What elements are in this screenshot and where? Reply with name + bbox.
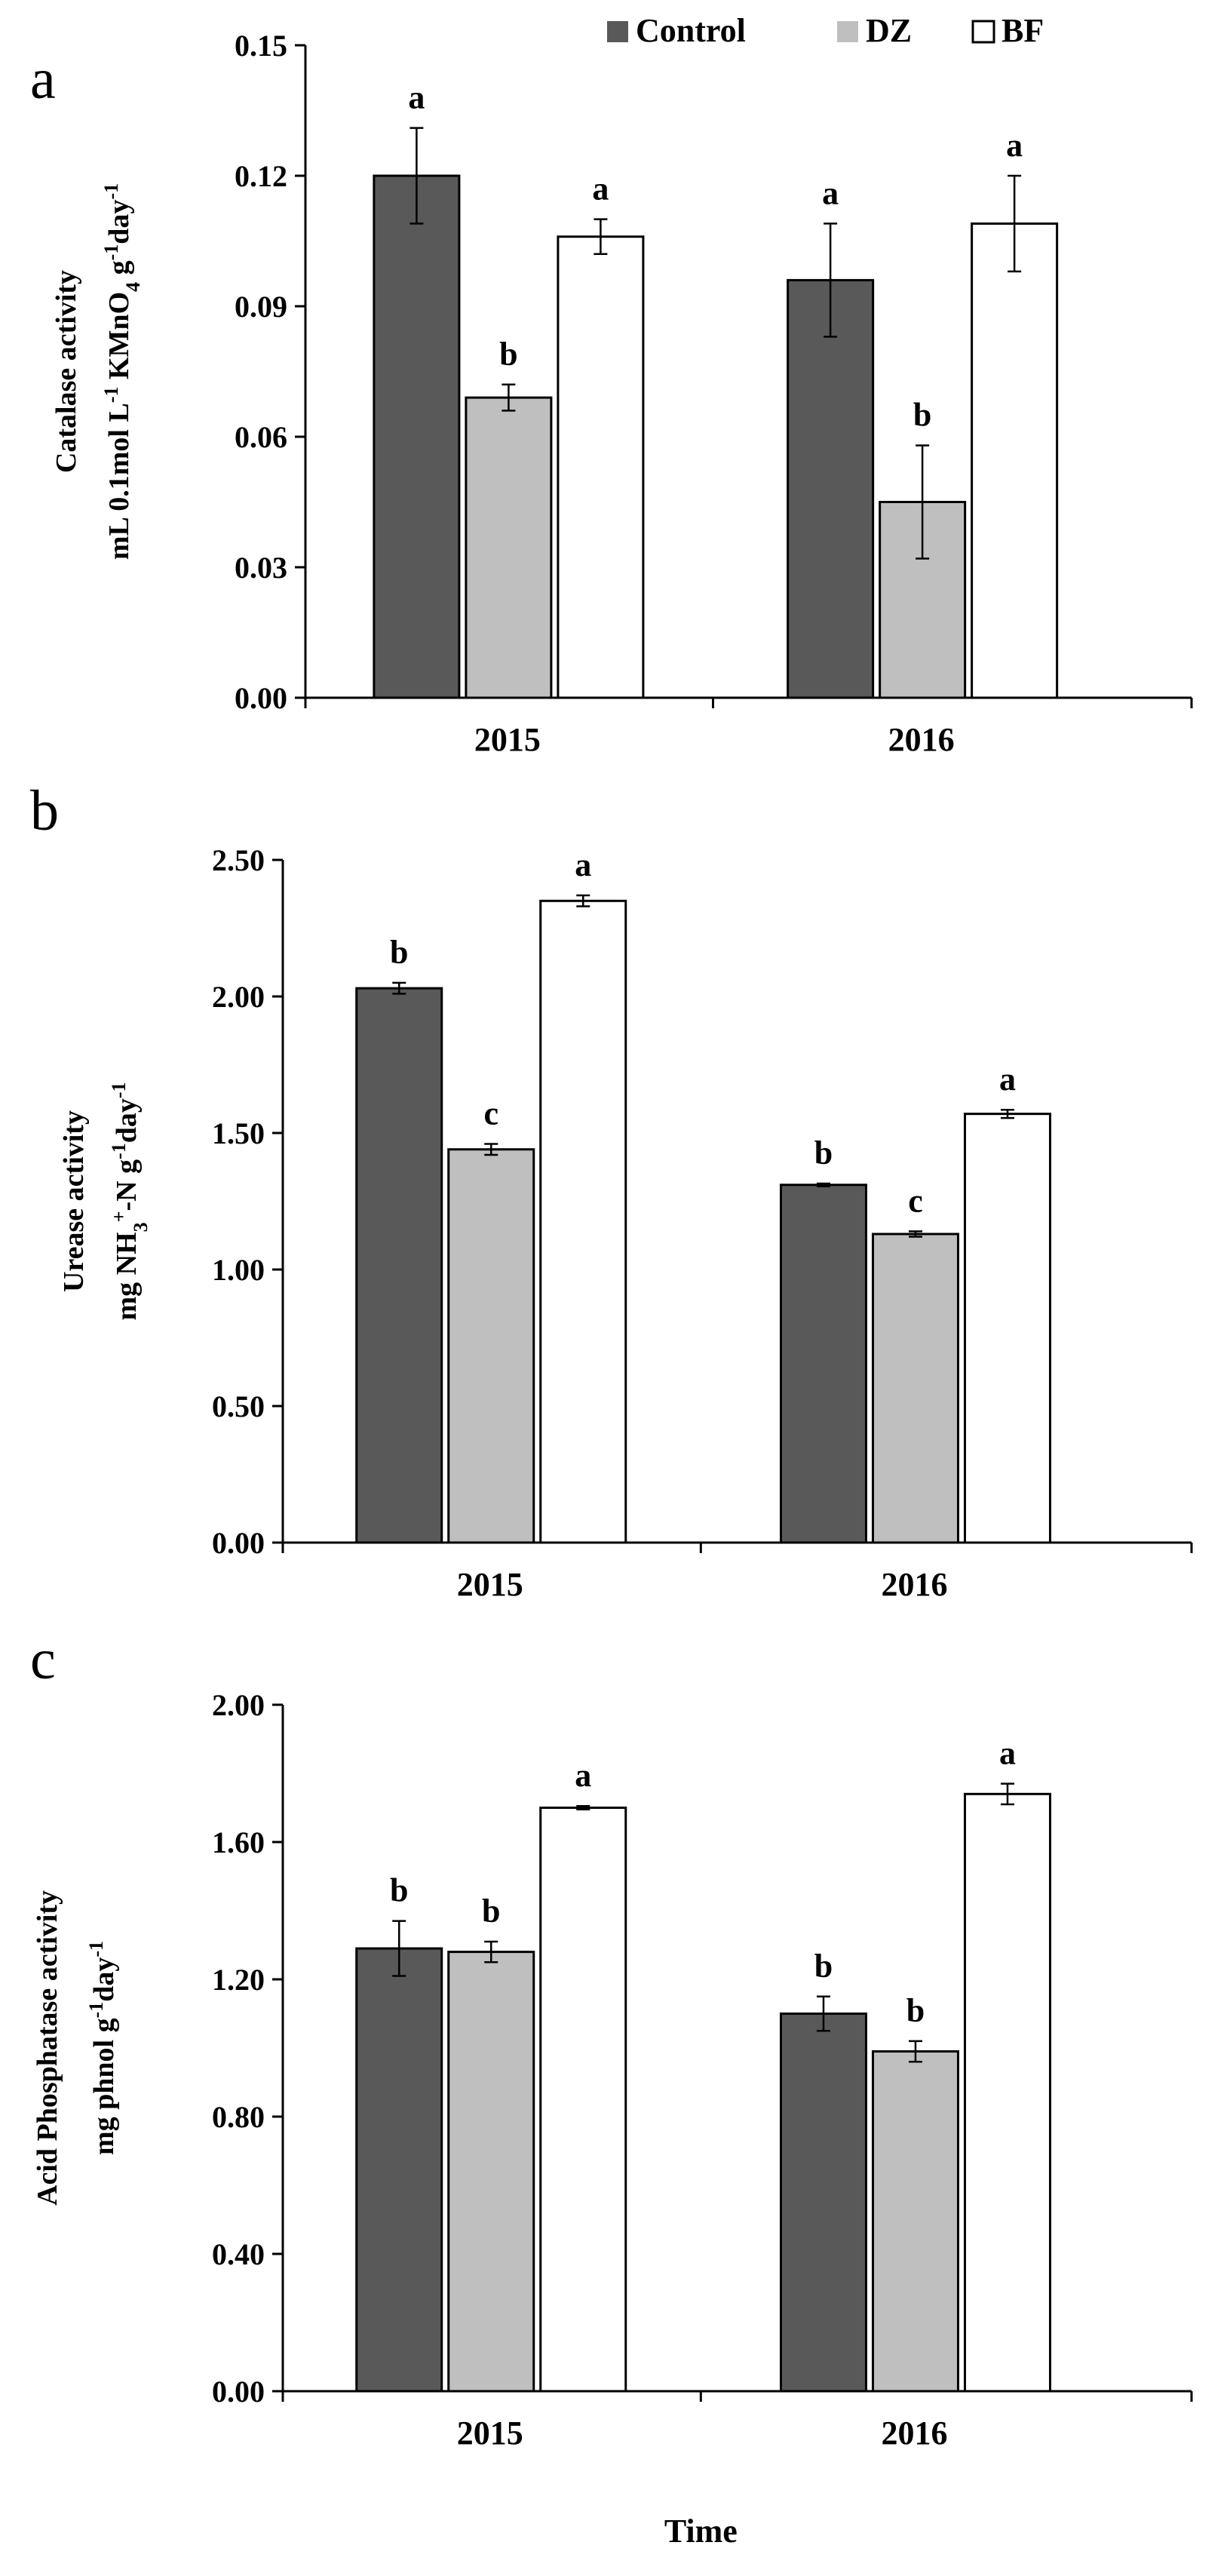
- legend-label: BF: [1001, 12, 1044, 49]
- y-tick-label: 1.50: [212, 1116, 265, 1150]
- bar-dz-2015: [447, 1148, 535, 1544]
- significance-letter: b: [390, 1872, 408, 1909]
- significance-letter: b: [814, 1134, 833, 1171]
- significance-letter: a: [592, 170, 609, 207]
- bar-bf-2016: [963, 1113, 1051, 1544]
- significance-letter: a: [1006, 127, 1023, 164]
- bar-dz-2016: [871, 1233, 959, 1544]
- significance-letter: a: [999, 1735, 1016, 1772]
- legend-swatch: [607, 21, 628, 42]
- x-tick-label: 2015: [457, 1566, 523, 1603]
- significance-letter: c: [483, 1095, 498, 1131]
- bar-control-2016: [779, 1184, 867, 1544]
- bar-control-2015: [355, 1947, 443, 2393]
- significance-letter: a: [408, 79, 425, 116]
- significance-letter: b: [814, 1948, 833, 1985]
- panel-c: c 0.00 0.40 0.80 1.20 1.60 2.00 2015 b b a 2016 b b a A…: [30, 1628, 1193, 2550]
- y-tick-label: 1.60: [212, 1825, 265, 1859]
- legend: Control DZ BF: [607, 12, 1044, 49]
- legend-item-dz: DZ: [837, 12, 912, 49]
- panel-b: b 0.00 0.50 1.00 1.50 2.00 2.50 2015 b c a 2016 b c a U…: [30, 779, 1193, 1603]
- y-axis-title-line2: mL 0.1mol L-1 KMnO4 g-1day-1: [100, 183, 144, 560]
- legend-swatch: [837, 21, 858, 42]
- bar-control-2016: [779, 2013, 867, 2393]
- y-tick-label: 0.06: [235, 420, 287, 454]
- panel-letter: c: [30, 1628, 56, 1691]
- y-tick-label: 0.15: [235, 29, 287, 63]
- bar-dz-2016: [871, 2050, 959, 2393]
- panels: a 0.00 0.03 0.06 0.09 0.12 0.15 2015 a b a 2016 a b a C…: [30, 29, 1193, 2550]
- y-axis-title-line1: Catalase activity: [51, 270, 82, 473]
- bar-dz-2015: [447, 1951, 535, 2393]
- significance-letter: b: [499, 336, 517, 373]
- bar-control-2016: [787, 278, 875, 699]
- significance-letter: c: [908, 1182, 923, 1219]
- y-axis-title-line1: Urease activity: [58, 1110, 90, 1292]
- y-axis-title-line2: mg phnol g-1day-1: [85, 1941, 121, 2155]
- panel-letter: a: [30, 48, 56, 111]
- x-tick-label: 2015: [474, 721, 541, 758]
- bar-control-2015: [355, 987, 443, 1544]
- significance-letter: a: [575, 846, 591, 883]
- y-axis-title-line2: mg NH3+-N g-1day-1: [108, 1082, 152, 1320]
- y-tick-label: 2.00: [212, 1688, 265, 1722]
- y-tick-label: 0.00: [212, 1526, 265, 1560]
- significance-letter: a: [999, 1061, 1016, 1098]
- y-tick-label: 0.09: [235, 290, 287, 324]
- y-tick-label: 0.00: [235, 681, 287, 715]
- x-tick-label: 2016: [888, 721, 955, 758]
- y-tick-label: 0.80: [212, 2100, 265, 2134]
- x-tick-label: 2015: [457, 2415, 523, 2452]
- bar-bf-2015: [539, 899, 627, 1544]
- y-tick-label: 2.50: [212, 843, 265, 877]
- panel-a: a 0.00 0.03 0.06 0.09 0.12 0.15 2015 a b a 2016 a b a C…: [30, 29, 1193, 758]
- y-tick-label: 2.00: [212, 980, 265, 1014]
- x-tick-label: 2016: [881, 2415, 947, 2452]
- legend-swatch: [971, 20, 995, 44]
- significance-letter: a: [575, 1757, 591, 1794]
- y-tick-label: 1.20: [212, 1963, 265, 1997]
- bar-dz-2015: [465, 396, 553, 699]
- y-tick-label: 0.50: [212, 1389, 265, 1423]
- bar-control-2015: [373, 174, 461, 699]
- y-tick-label: 1.00: [212, 1253, 265, 1287]
- significance-letter: b: [906, 1992, 925, 2029]
- significance-letter: b: [913, 397, 931, 434]
- significance-letter: a: [822, 174, 839, 211]
- legend-item-bf: BF: [971, 12, 1044, 49]
- y-tick-label: 0.40: [212, 2237, 265, 2271]
- y-tick-label: 0.00: [212, 2375, 265, 2409]
- y-tick-label: 0.03: [235, 551, 287, 585]
- significance-letter: b: [390, 934, 408, 971]
- bar-bf-2016: [963, 1792, 1051, 2393]
- bar-bf-2016: [971, 222, 1059, 699]
- legend-item-control: Control: [607, 12, 746, 49]
- y-tick-label: 0.12: [235, 159, 287, 193]
- legend-label: Control: [636, 12, 746, 49]
- panel-letter: b: [30, 779, 59, 843]
- x-tick-label: 2016: [881, 1566, 947, 1603]
- significance-letter: b: [482, 1893, 500, 1930]
- bar-bf-2015: [557, 235, 645, 699]
- y-axis-title-line1: Acid Phosphatase activity: [32, 1890, 63, 2206]
- x-axis-title: Time: [664, 2513, 738, 2550]
- bar-bf-2015: [539, 1807, 627, 2393]
- legend-label: DZ: [866, 12, 912, 49]
